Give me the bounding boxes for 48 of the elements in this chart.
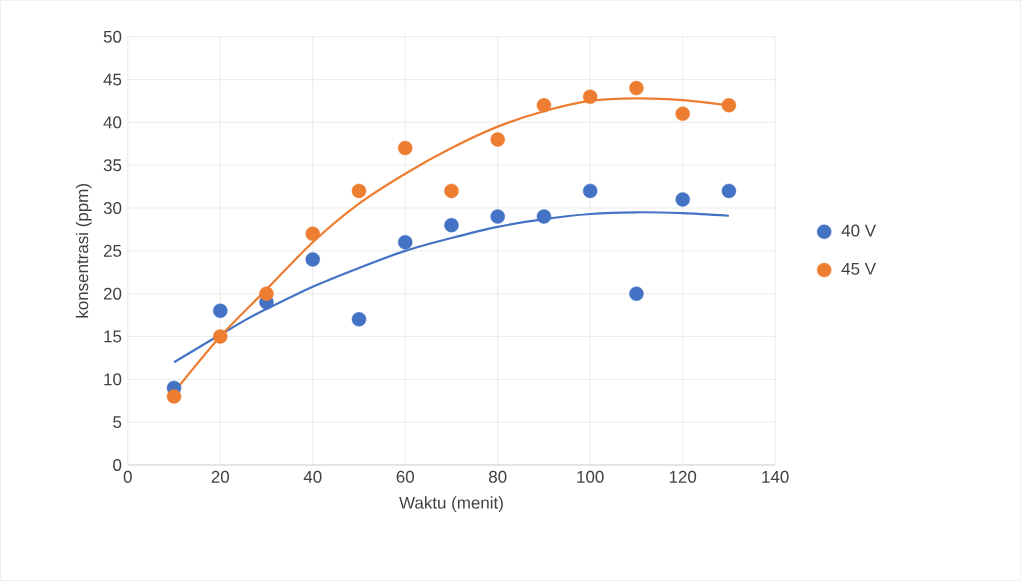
y-tick-label: 10 bbox=[104, 373, 122, 386]
y-tick-label: 25 bbox=[103, 244, 122, 257]
x-tick-label: 80 bbox=[489, 470, 507, 483]
point bbox=[213, 329, 228, 344]
x-tick-label: 40 bbox=[303, 470, 322, 483]
point bbox=[582, 183, 598, 199]
point bbox=[259, 286, 274, 301]
point bbox=[490, 209, 505, 224]
y-tick-label: 45 bbox=[103, 73, 122, 86]
y-axis-title: konsentrasi (ppm) bbox=[75, 184, 92, 318]
x-tick-label: 100 bbox=[577, 470, 604, 483]
point bbox=[721, 183, 737, 199]
y-tick-label: 5 bbox=[113, 416, 122, 429]
x-tick-label: 140 bbox=[762, 470, 789, 483]
point bbox=[305, 252, 320, 267]
point bbox=[351, 183, 367, 199]
point bbox=[675, 192, 690, 207]
point bbox=[675, 106, 690, 122]
point bbox=[305, 226, 320, 242]
point bbox=[490, 132, 505, 147]
point bbox=[629, 81, 644, 96]
point bbox=[721, 98, 737, 113]
point bbox=[398, 140, 413, 156]
x-tick-label: 120 bbox=[669, 470, 697, 483]
point bbox=[629, 286, 644, 301]
point bbox=[398, 235, 413, 250]
point bbox=[582, 89, 598, 104]
point bbox=[166, 389, 182, 404]
legend-label: 45 V bbox=[841, 263, 876, 275]
x-tick-label: 60 bbox=[396, 470, 414, 483]
line-series bbox=[172, 211, 731, 364]
legend-label: 40 V bbox=[841, 224, 876, 237]
y-tick-label: 50 bbox=[103, 30, 122, 43]
x-tick-label: 0 bbox=[123, 470, 132, 483]
point bbox=[351, 312, 367, 327]
point bbox=[444, 218, 459, 233]
y-tick-label: 35 bbox=[103, 159, 122, 172]
point bbox=[536, 98, 552, 113]
x-axis-title: Waktu (menit) bbox=[399, 496, 503, 513]
y-tick-label: 15 bbox=[104, 330, 122, 343]
x-tick-label: 20 bbox=[211, 470, 230, 483]
y-tick-label: 0 bbox=[113, 459, 122, 472]
point bbox=[213, 303, 228, 319]
point bbox=[536, 209, 552, 224]
point bbox=[444, 183, 459, 199]
y-tick-label: 40 bbox=[103, 116, 122, 129]
y-tick-label: 20 bbox=[103, 287, 122, 300]
y-tick-label: 30 bbox=[103, 202, 122, 215]
